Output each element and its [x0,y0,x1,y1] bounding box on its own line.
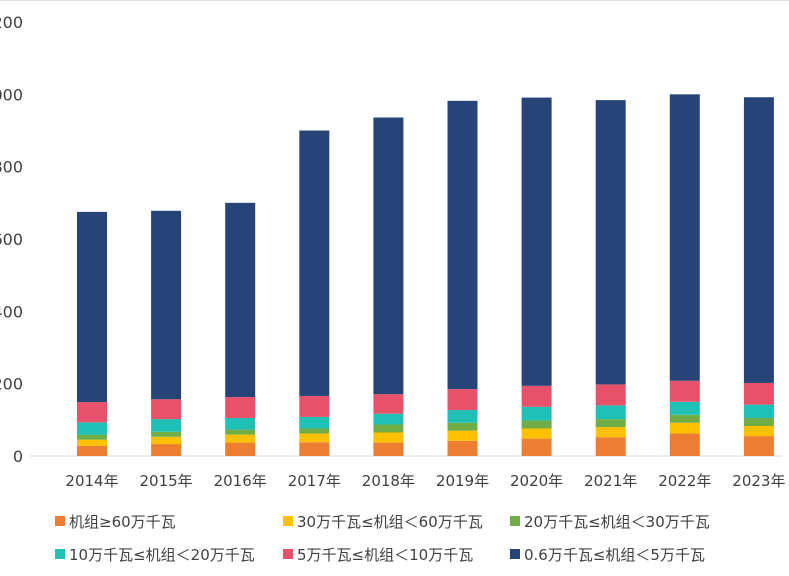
y-tick-label: 1200 [0,13,23,32]
bar-segment-series-4 [373,394,404,414]
bar-segment-series-5 [77,211,107,403]
y-tick-label: 800 [0,158,23,177]
bar-segment-series-2 [521,420,552,429]
bar-segment-series-3 [299,416,330,429]
x-tick-label: 2021年 [584,472,637,490]
bar-segment-series-5 [225,202,256,398]
x-axis-ticks: 2014年 2015年 2016年 2017年 2018年 2019年 2020年 2021年… [65,472,785,490]
bar-segment-series-4 [299,395,330,417]
bar-segment-series-0 [151,444,182,456]
bar-segment-series-0 [595,437,626,456]
bar-segment-series-1 [743,425,774,437]
bar-segment-series-3 [225,418,256,430]
bar-segment-series-2 [447,422,478,431]
bar-segment-series-2 [225,429,256,435]
bar-segment-series-4 [77,402,107,423]
bar-segment-series-1 [225,434,256,443]
bar-segment-series-0 [373,442,404,456]
bar-segment-series-3 [743,404,774,419]
x-tick-label: 2015年 [140,472,193,490]
bar-segment-series-4 [743,382,774,405]
bar-segment-series-0 [521,438,552,456]
bar-segment-series-2 [77,434,107,440]
bar-segment-series-1 [669,422,700,434]
bar-segment-series-3 [669,401,700,415]
y-tick-label: 200 [0,375,23,394]
bar-segment-series-5 [595,100,626,385]
bar-segment-series-0 [225,442,256,456]
bar-segment-series-0 [447,440,478,456]
bar-segment-series-5 [669,94,700,381]
bar-segment-series-2 [373,424,404,433]
bar-segment-series-4 [151,399,182,420]
bar-segment-series-0 [299,442,330,456]
bar-segment-series-4 [521,385,552,407]
y-axis-ticks: 0 200 400 600 800 1000 1200 [0,13,23,466]
bar-segment-series-0 [669,433,700,456]
bar-segment-series-4 [447,389,478,411]
bar-segment-series-0 [77,445,107,456]
legend-swatch [55,549,65,559]
bar-segment-series-5 [373,117,404,395]
bar-segment-series-1 [447,430,478,441]
x-tick-label: 2017年 [288,472,341,490]
bar-segment-series-5 [521,97,552,386]
x-tick-label: 2019年 [436,472,489,490]
bar-segment-series-5 [151,210,182,400]
legend-label: 5万千瓦≤机组＜10万千瓦 [297,546,473,564]
bar-segment-series-0 [743,436,774,456]
y-tick-label: 1000 [0,85,23,104]
bar-segment-series-3 [521,406,552,421]
y-tick-label: 400 [0,302,23,321]
bar-segment-series-2 [669,414,700,423]
bar-segment-series-4 [595,384,626,406]
x-tick-label: 2016年 [214,472,267,490]
bar-segment-series-5 [299,130,330,396]
bars-group [77,94,774,456]
bar-segment-series-2 [151,431,182,437]
bar-segment-series-1 [373,432,404,443]
bar-segment-series-4 [669,380,700,402]
x-tick-label: 2014年 [65,472,118,490]
legend-swatch [283,549,293,559]
x-tick-label: 2018年 [362,472,415,490]
bar-segment-series-1 [595,427,626,438]
x-tick-label: 2022年 [658,472,711,490]
legend-label: 20万千瓦≤机组＜30万千瓦 [524,513,710,531]
legend-swatch [510,516,520,526]
bar-segment-series-3 [77,422,107,435]
bar-segment-series-3 [595,405,626,420]
bar-segment-series-2 [743,418,774,426]
x-tick-label: 2020年 [510,472,563,490]
bar-segment-series-5 [743,97,774,383]
bar-segment-series-1 [77,439,107,446]
legend-label: 0.6万千瓦≤机组＜5万千瓦 [524,546,705,564]
legend-label: 机组≥60万千瓦 [69,513,176,531]
legend: 机组≥60万千瓦 30万千瓦≤机组＜60万千瓦 20万千瓦≤机组＜30万千瓦 10万千… [55,513,710,564]
bar-segment-series-3 [447,410,478,423]
legend-label: 10万千瓦≤机组＜20万千瓦 [69,546,255,564]
y-tick-label: 600 [0,230,23,249]
bar-segment-series-1 [299,433,330,443]
bar-segment-series-5 [447,100,478,390]
bar-segment-series-3 [151,419,182,432]
bar-segment-series-2 [595,419,626,428]
x-tick-label: 2023年 [732,472,785,490]
legend-swatch [510,549,520,559]
bar-segment-series-2 [299,428,330,434]
legend-swatch [283,516,293,526]
legend-label: 30万千瓦≤机组＜60万千瓦 [297,513,483,531]
bar-segment-series-1 [151,436,182,445]
bar-segment-series-1 [521,428,552,439]
bar-segment-series-3 [373,413,404,425]
legend-swatch [55,516,65,526]
bar-segment-series-4 [225,397,256,419]
y-tick-label: 0 [13,447,23,466]
